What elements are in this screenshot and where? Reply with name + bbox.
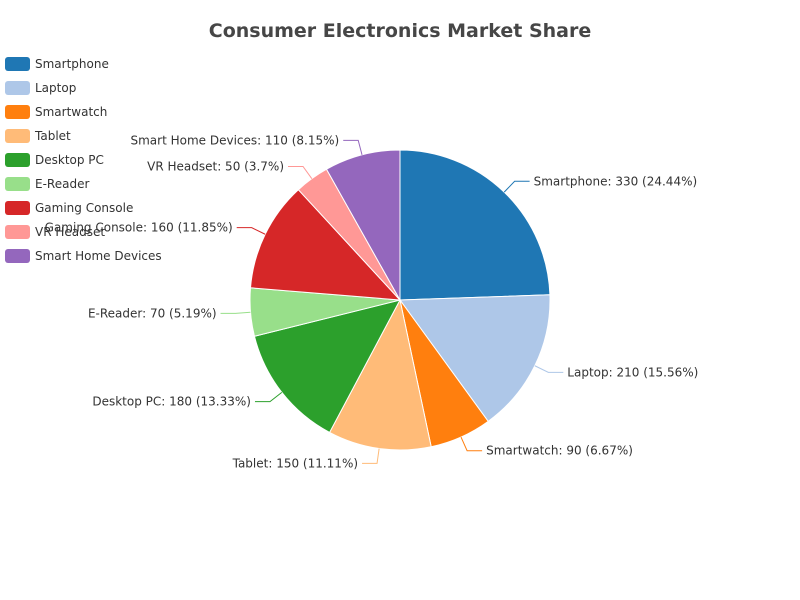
legend-label: Tablet [35, 129, 71, 143]
leader-line [362, 448, 380, 464]
leader-line [503, 180, 530, 193]
legend-item-laptop[interactable]: Laptop [5, 76, 162, 100]
slice-label: VR Headset: 50 (3.7%) [147, 160, 284, 174]
leader-line [343, 139, 363, 156]
legend-label: E-Reader [35, 177, 90, 191]
leader-line [236, 227, 266, 235]
legend-label: Smartwatch [35, 105, 108, 119]
pie-slice-gaming-console[interactable] [249, 188, 402, 301]
legend-label: Smartphone [35, 57, 109, 71]
legend-swatch [5, 57, 30, 71]
legend-label: Gaming Console [35, 201, 134, 215]
leader-line [254, 391, 283, 403]
chart-title: Consumer Electronics Market Share [208, 20, 592, 42]
pie-slice-smartphone[interactable] [399, 149, 551, 301]
slice-label: Gaming Console: 160 (11.85%) [45, 221, 233, 235]
pie-slice-laptop[interactable] [399, 294, 551, 423]
slice-label: Smartwatch: 90 (6.67%) [486, 444, 633, 458]
legend-swatch [5, 225, 30, 239]
slice-label: Smart Home Devices: 110 (8.15%) [131, 133, 340, 147]
slice-label: E-Reader: 70 (5.19%) [88, 306, 217, 320]
legend-item-smartwatch[interactable]: Smartwatch [5, 100, 162, 124]
slice-label: Smartphone: 330 (24.44%) [534, 174, 698, 188]
legend-item-tablet[interactable]: Tablet [5, 124, 162, 148]
leader-line [460, 436, 483, 452]
slice-label: Tablet: 150 (11.11%) [232, 456, 358, 470]
legend-item-desktop-pc[interactable]: Desktop PC [5, 148, 162, 172]
legend-swatch [5, 81, 30, 95]
legend-swatch [5, 201, 30, 215]
legend-label: Desktop PC [35, 153, 104, 167]
leader-line [288, 166, 313, 179]
legend-label: Smart Home Devices [35, 249, 162, 263]
legend-swatch [5, 153, 30, 167]
legend-item-vr-headset[interactable]: VR Headset [5, 220, 162, 244]
legend-swatch [5, 177, 30, 191]
legend-swatch [5, 249, 30, 263]
legend-swatch [5, 105, 30, 119]
legend-item-smart-home-devices[interactable]: Smart Home Devices [5, 244, 162, 268]
leader-line [220, 311, 251, 314]
legend-swatch [5, 129, 30, 143]
legend-item-smartphone[interactable]: Smartphone [5, 52, 162, 76]
legend-item-e-reader[interactable]: E-Reader [5, 172, 162, 196]
slice-label: Laptop: 210 (15.56%) [567, 365, 698, 379]
pie-slice-desktop-pc[interactable] [253, 299, 401, 434]
legend: Smartphone Laptop Smartwatch Tablet Desktop … [5, 52, 162, 268]
pie-slice-tablet[interactable] [328, 298, 432, 451]
leader-line [534, 365, 564, 373]
legend-label: VR Headset [35, 225, 106, 239]
legend-item-gaming-console[interactable]: Gaming Console [5, 196, 162, 220]
slice-label: Desktop PC: 180 (13.33%) [92, 395, 251, 409]
legend-label: Laptop [35, 81, 77, 95]
